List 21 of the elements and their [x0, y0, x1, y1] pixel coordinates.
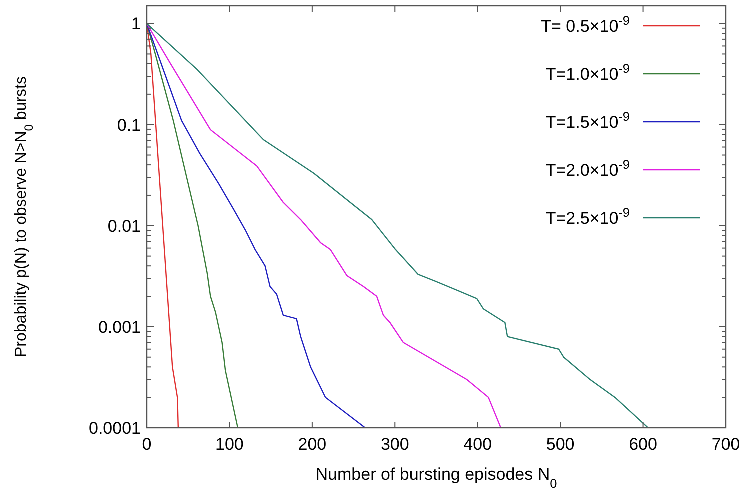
y-tick-label: 0.1 [117, 116, 141, 135]
x-tick-label: 0 [142, 435, 152, 454]
y-tick-label: 0.01 [108, 216, 141, 236]
legend-label: T=1.0×10$^{-9}$ [546, 60, 630, 84]
x-tick-label: 100 [216, 435, 244, 454]
y-tick-label: 0.0001 [89, 418, 141, 438]
y-tick-label: 1 [132, 14, 141, 34]
x-tick-label: 400 [464, 435, 492, 454]
legend-label: T=2.5×10$^{-9}$ [546, 204, 630, 228]
x-tick-label: 200 [298, 435, 327, 454]
line-series [147, 23, 502, 428]
x-tick-label: 700 [712, 435, 740, 454]
legend-label: T=1.5×10$^{-9}$ [546, 108, 630, 132]
legend-label: T= 0.5×10$^{-9}$ [541, 12, 630, 36]
x-tick-label: 600 [629, 435, 658, 454]
legend-label: T=2.0×10$^{-9}$ [546, 156, 630, 180]
x-tick-label: 500 [546, 435, 575, 454]
line-series [147, 23, 366, 428]
x-tick-label: 300 [380, 435, 410, 454]
x-axis-title: Number of bursting episodes N$_{0}$ [316, 465, 558, 490]
y-tick-label: 0.001 [98, 318, 141, 337]
